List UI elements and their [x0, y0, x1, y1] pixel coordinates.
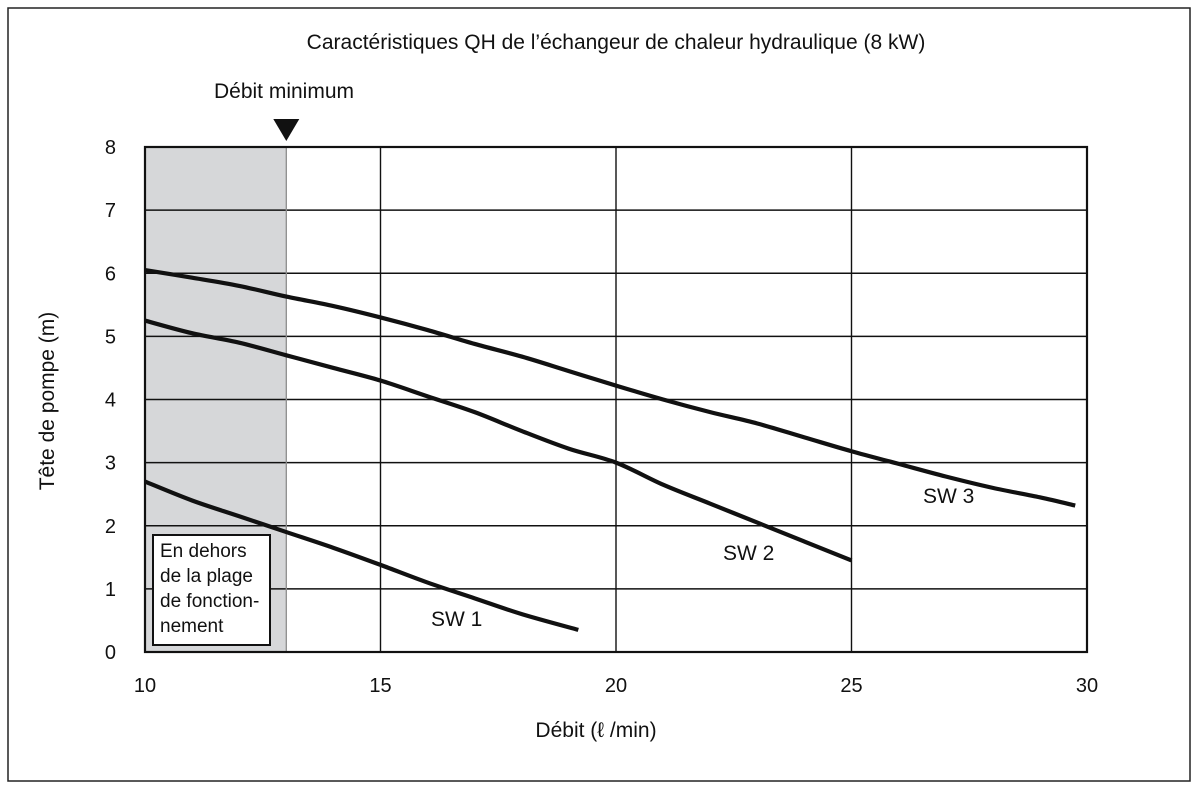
- series-label-2: SW 2: [723, 542, 774, 565]
- x-tick-label-4: 30: [1076, 675, 1098, 697]
- series-layer: [144, 268, 1076, 632]
- y-tick-label-5: 5: [105, 326, 116, 348]
- y-tick-label-7: 7: [105, 200, 116, 222]
- y-tick-label-2: 2: [105, 516, 116, 538]
- series-label-3: SW 3: [923, 485, 974, 508]
- series-label-layer: SW 1 SW 2 SW 3: [431, 485, 974, 631]
- chart-title: Caractéristiques QH de l’échangeur de ch…: [307, 31, 926, 54]
- out-of-range-line-4: nement: [160, 616, 224, 637]
- y-tick-label-0: 0: [105, 642, 116, 664]
- x-tick-label-3: 25: [840, 675, 862, 697]
- y-tick-label-1: 1: [105, 579, 116, 601]
- y-tick-label-6: 6: [105, 263, 116, 285]
- x-tick-label-1: 15: [369, 675, 391, 697]
- minimum-flow-marker-icon: [273, 119, 300, 141]
- y-tick-label-4: 4: [105, 390, 116, 412]
- tick-label-layer: 10 15 20 25 30 0 1 2 3 4 5 6 7 8: [105, 137, 1098, 697]
- x-axis-label: Débit (ℓ /min): [535, 719, 656, 742]
- y-axis-label: Tête de pompe (m): [36, 312, 59, 491]
- out-of-range-box-frame: [152, 534, 271, 646]
- plot-frame: [143, 145, 1089, 654]
- out-of-range-box: En dehors de la plage de fonction- nemen…: [152, 534, 271, 646]
- y-tick-label-8: 8: [105, 137, 116, 159]
- x-tick-label-0: 10: [134, 675, 156, 697]
- series-line-2: [144, 318, 853, 563]
- out-of-range-line-2: de la plage: [160, 566, 253, 587]
- y-tick-label-3: 3: [105, 453, 116, 475]
- out-of-range-line-1: En dehors: [160, 541, 247, 562]
- series-line-1: [144, 479, 579, 632]
- series-label-1: SW 1: [431, 608, 482, 631]
- minimum-flow-label: Débit minimum: [214, 80, 354, 103]
- series-line-3: [144, 268, 1076, 508]
- x-tick-label-2: 20: [605, 675, 627, 697]
- out-of-range-line-3: de fonction-: [160, 591, 259, 612]
